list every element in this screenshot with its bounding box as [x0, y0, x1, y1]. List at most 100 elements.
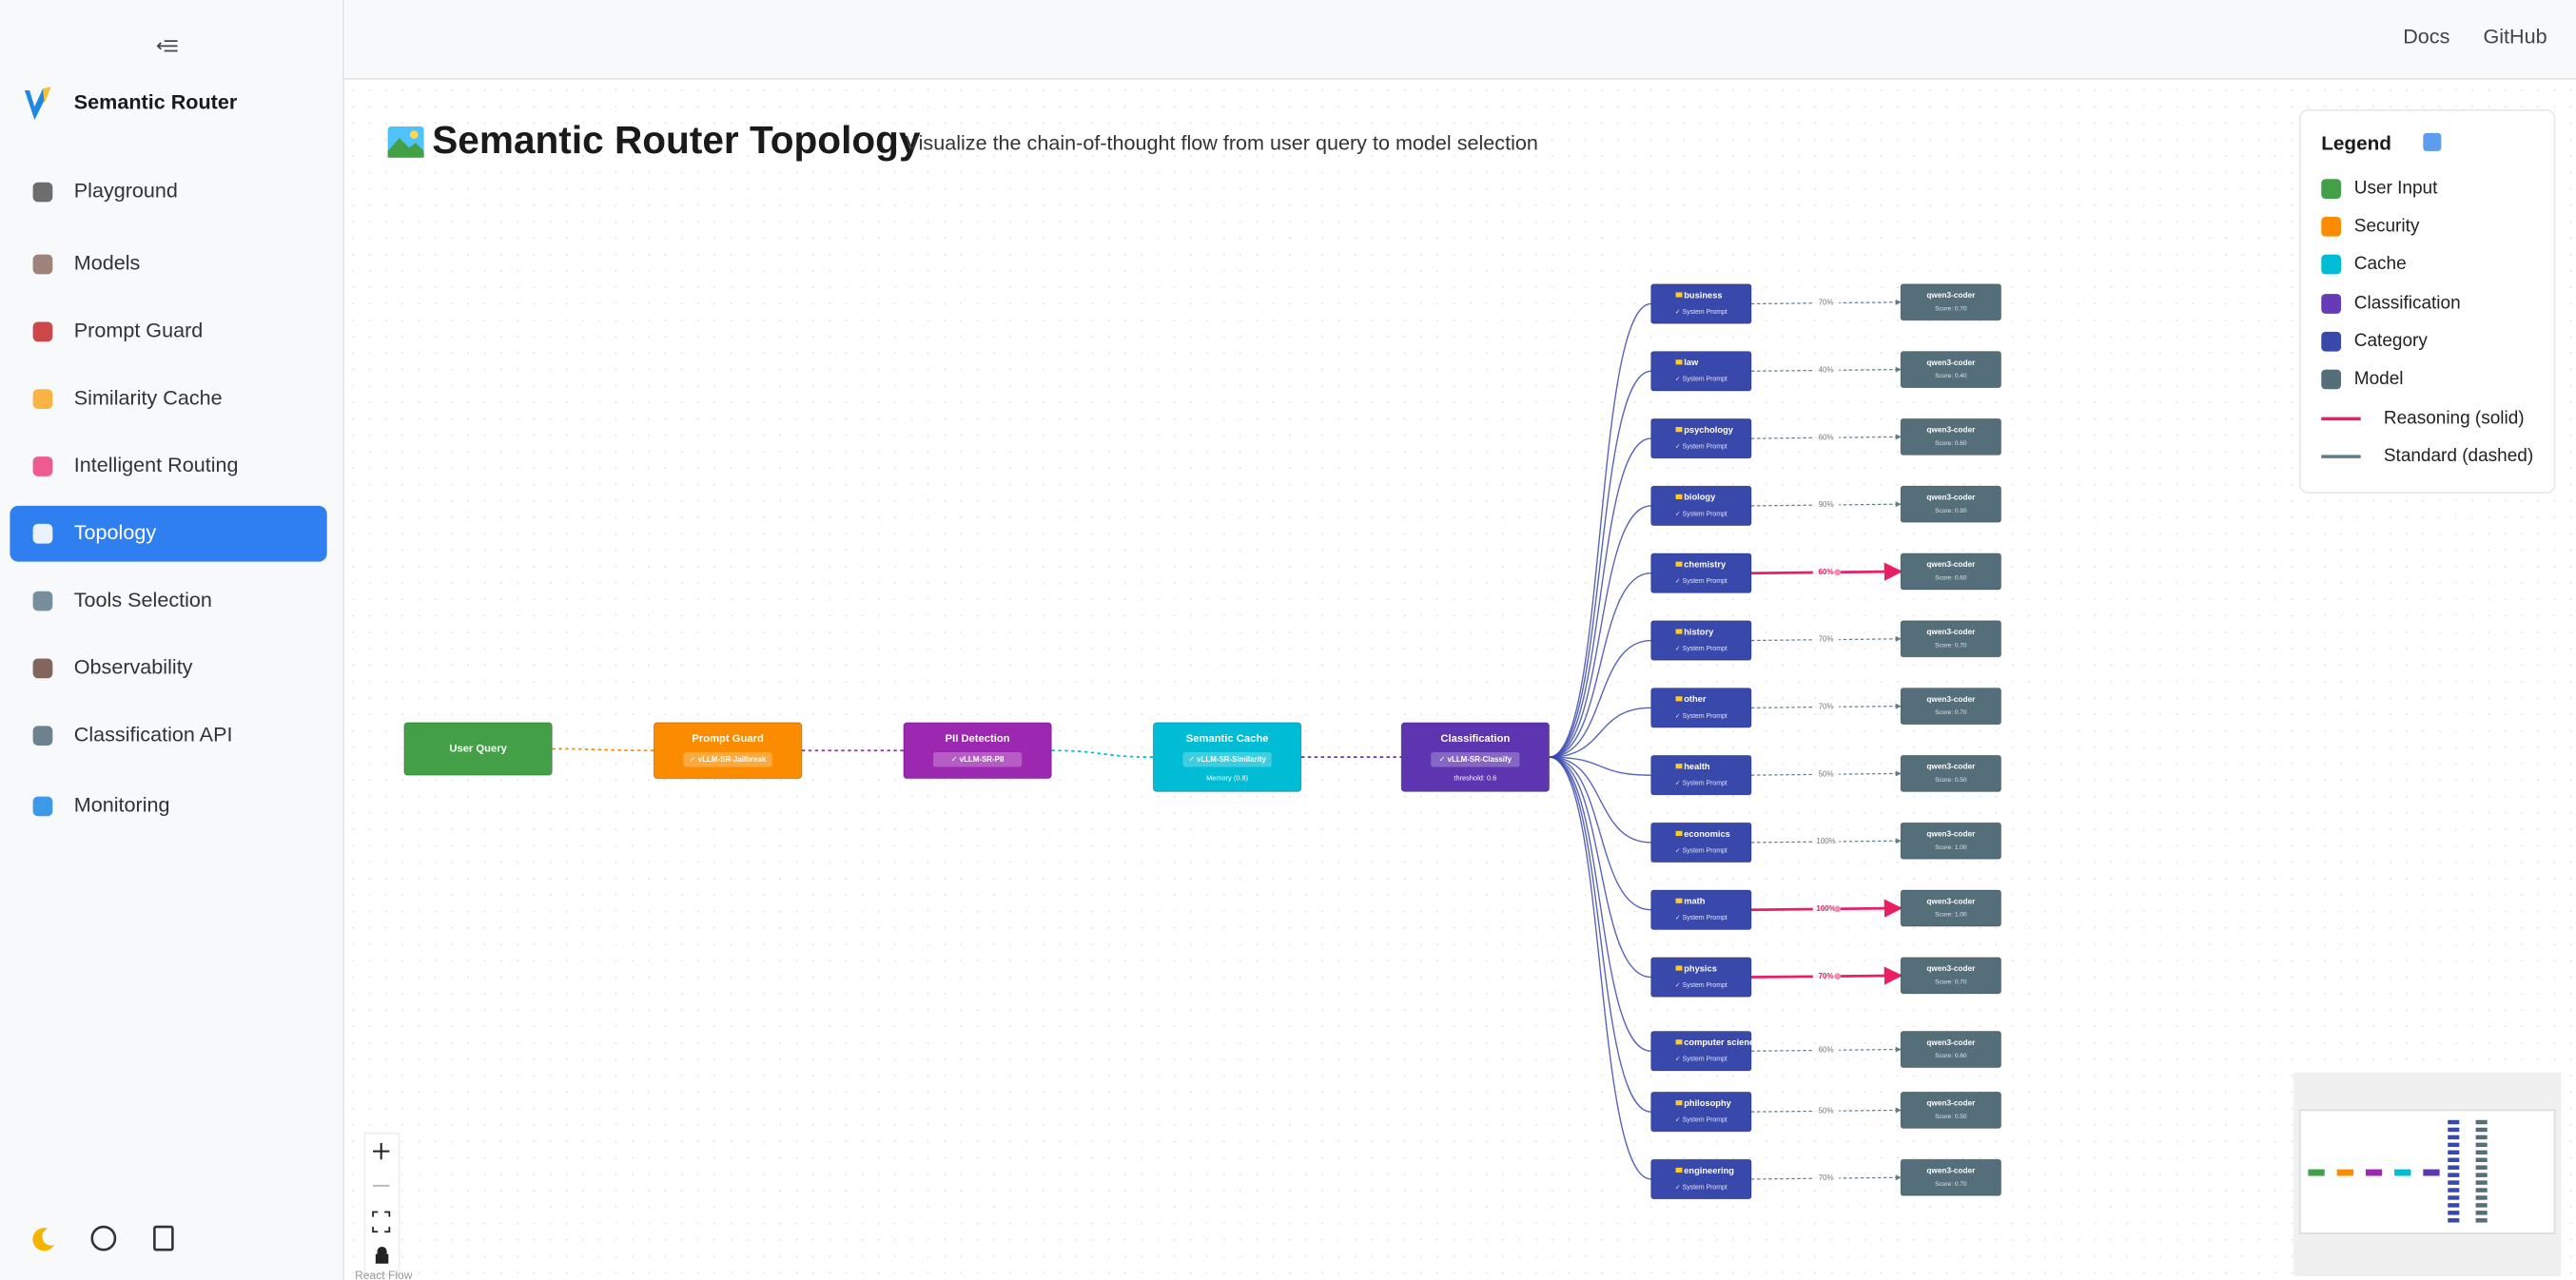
nav-item[interactable]: Similarity Cache	[32, 385, 223, 409]
edge-label: 70%	[1819, 635, 1834, 644]
model-node[interactable]: qwen3-coder Score: 0.90	[1900, 485, 2001, 523]
minimap-node	[2448, 1173, 2460, 1177]
nav-item[interactable]: Playground	[32, 179, 178, 203]
folder-icon	[1675, 696, 1683, 702]
edge-label-bg	[1812, 902, 1840, 915]
nav-icon	[32, 321, 53, 342]
nav-label: Classification API	[74, 722, 233, 746]
model-name: qwen3-coder	[1926, 897, 1976, 905]
model-node[interactable]: qwen3-coder Score: 0.70	[1900, 1158, 2001, 1196]
model-score: Score: 0.70	[1935, 305, 1967, 312]
folder-icon	[1675, 1039, 1683, 1045]
category-edge	[1549, 756, 1651, 1052]
model-node[interactable]: qwen3-coder Score: 0.70	[1900, 957, 2001, 995]
category-node[interactable]: economics ✓ System Prompt	[1650, 822, 1752, 863]
category-node[interactable]: health ✓ System Prompt	[1650, 754, 1752, 796]
category-node[interactable]: other ✓ System Prompt	[1650, 688, 1752, 728]
model-node[interactable]: qwen3-coder Score: 0.50	[1900, 1092, 2001, 1129]
pipeline-node[interactable]: Prompt Guard ✓ vLLM-SR-Jailbreak	[653, 722, 803, 780]
edge-label-bg	[1812, 633, 1840, 646]
category-name: biology	[1684, 493, 1716, 502]
model-node[interactable]: qwen3-coder Score: 0.50	[1900, 754, 2001, 792]
category-node[interactable]: history ✓ System Prompt	[1650, 620, 1752, 661]
category-node[interactable]: philosophy ✓ System Prompt	[1650, 1092, 1752, 1133]
nav-item[interactable]: Topology	[10, 505, 327, 562]
edge-label: 70%	[1819, 972, 1834, 980]
nav-item[interactable]: Intelligent Routing	[32, 453, 239, 476]
category-node[interactable]: law ✓ System Prompt	[1650, 351, 1752, 392]
topbar-link[interactable]: Docs	[2403, 24, 2449, 48]
legend-label: User Input	[2354, 179, 2438, 199]
pipeline-node[interactable]: PII Detection ✓ vLLM-SR-PII	[903, 722, 1052, 780]
edge-label: 100%	[1816, 904, 1835, 913]
node-badge-bg	[1182, 751, 1272, 767]
edge-label-bg	[1812, 701, 1840, 713]
edge-label: 60%	[1819, 433, 1834, 441]
nav-label: Observability	[74, 655, 193, 679]
legend-label: Cache	[2354, 254, 2407, 274]
category-node[interactable]: math ✓ System Prompt	[1650, 889, 1752, 930]
category-node[interactable]: physics ✓ System Prompt	[1650, 957, 1752, 998]
fit-view[interactable]	[372, 1211, 391, 1233]
minimap-node	[2448, 1142, 2460, 1148]
attribution[interactable]: React Flow	[355, 1269, 413, 1280]
model-node[interactable]: qwen3-coder Score: 0.60	[1900, 417, 2001, 456]
category-node[interactable]: chemistry ✓ System Prompt	[1650, 553, 1752, 593]
model-node[interactable]: qwen3-coder Score: 0.40	[1900, 351, 2001, 388]
nav-item[interactable]: Observability	[32, 655, 193, 679]
category-node[interactable]: engineering ✓ System Prompt	[1650, 1158, 1752, 1200]
model-node[interactable]: qwen3-coder Score: 0.60	[1900, 553, 2001, 591]
category-name: math	[1684, 897, 1706, 906]
category-edge	[1549, 756, 1651, 844]
nav-item[interactable]: Classification API	[32, 722, 233, 746]
reasoning-icon	[1834, 973, 1842, 980]
model-score: Score: 0.60	[1935, 575, 1967, 582]
pipeline-node[interactable]: User Query	[403, 722, 553, 776]
minimap-node	[2475, 1135, 2488, 1140]
refresh-button[interactable]	[2423, 132, 2442, 151]
collapse-button[interactable]	[156, 40, 178, 52]
topbar-link[interactable]: GitHub	[2483, 24, 2547, 48]
legend-label: Classification	[2354, 294, 2461, 314]
model-node[interactable]: qwen3-coder Score: 0.70	[1900, 688, 2001, 726]
nav-item[interactable]: Models	[32, 251, 141, 275]
node-box	[1900, 1158, 2001, 1196]
category-node[interactable]: business ✓ System Prompt	[1650, 283, 1752, 324]
model-node[interactable]: qwen3-coder Score: 1.00	[1900, 889, 2001, 927]
category-node[interactable]: psychology ✓ System Prompt	[1650, 417, 1752, 459]
nav-item[interactable]: Tools Selection	[32, 588, 212, 611]
model-node[interactable]: qwen3-coder Score: 0.70	[1900, 283, 2001, 321]
zoom-in[interactable]	[373, 1142, 390, 1160]
minimap-node	[2365, 1169, 2383, 1176]
edge-label: 60%	[1819, 1045, 1834, 1054]
pipeline-node[interactable]: Semantic Cache ✓ vLLM-SR-Similarity Memory…	[1152, 722, 1302, 792]
category-node[interactable]: biology ✓ System Prompt	[1650, 485, 1752, 527]
nodes: User Query Prompt Guard ✓ vLLM-SR-Jailbrea…	[403, 283, 2001, 1200]
pipeline-node[interactable]: Classification ✓ vLLM-SR-Classify threshol…	[1400, 722, 1551, 792]
model-node[interactable]: qwen3-coder Score: 1.00	[1900, 822, 2001, 860]
category-node[interactable]: computer science ✓ System Prompt	[1650, 1031, 1760, 1072]
node-box	[1900, 417, 2001, 456]
category-edge	[1549, 756, 1651, 1113]
nav-icon	[32, 658, 53, 679]
theme-toggle[interactable]	[32, 1228, 55, 1251]
edge-label: 60%	[1819, 568, 1834, 576]
node-label: Prompt Guard	[692, 733, 764, 745]
category-prompt: ✓ System Prompt	[1675, 377, 1727, 383]
nav-item[interactable]: Prompt Guard	[32, 319, 204, 342]
model-node[interactable]: qwen3-coder Score: 0.70	[1900, 620, 2001, 658]
docs-icon[interactable]	[153, 1225, 174, 1251]
nav-item[interactable]: Monitoring	[32, 793, 170, 817]
folder-icon	[1675, 494, 1683, 499]
legend-swatch	[2321, 179, 2341, 199]
legend-swatch	[2321, 369, 2341, 390]
model-name: qwen3-coder	[1926, 560, 1976, 569]
lock[interactable]	[375, 1246, 389, 1264]
minimap-node	[2475, 1157, 2488, 1163]
node-box	[1900, 485, 2001, 523]
minimap-node	[2394, 1169, 2411, 1176]
github-icon[interactable]	[90, 1225, 117, 1251]
model-node[interactable]: qwen3-coder Score: 0.60	[1900, 1031, 2001, 1068]
